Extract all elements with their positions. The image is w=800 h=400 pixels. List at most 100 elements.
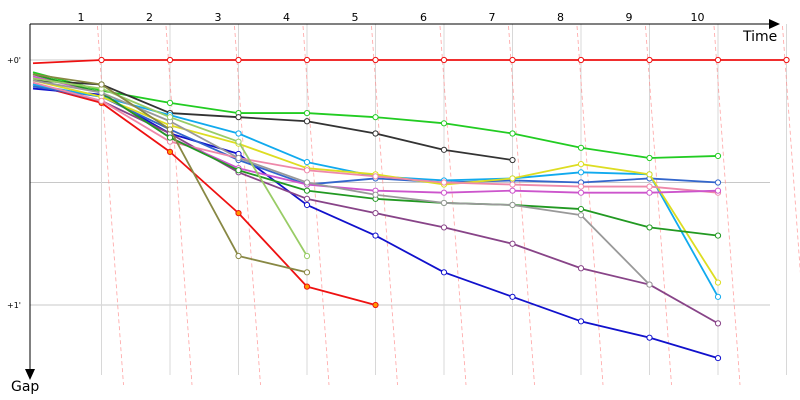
data-point xyxy=(577,144,585,151)
lap-label: 3 xyxy=(215,11,222,24)
data-point xyxy=(509,240,516,247)
lap-line xyxy=(371,25,398,386)
data-point xyxy=(440,269,448,276)
data-point xyxy=(98,81,105,88)
data-point xyxy=(577,212,585,219)
series xyxy=(32,77,311,260)
data-point xyxy=(166,148,174,155)
series xyxy=(32,79,653,288)
series-line xyxy=(32,79,513,161)
x-axis-title: Time xyxy=(742,29,777,45)
lap-pit-lines xyxy=(97,25,800,386)
data-point xyxy=(714,56,722,64)
data-point xyxy=(646,154,653,162)
lap-label: 10 xyxy=(691,11,705,24)
data-point xyxy=(714,293,722,300)
data-point xyxy=(509,56,516,64)
data-point xyxy=(372,114,379,121)
series-group xyxy=(32,56,790,362)
data-point xyxy=(235,130,242,137)
data-point xyxy=(440,224,448,231)
data-point xyxy=(98,97,105,104)
lap-line xyxy=(782,25,800,274)
data-point xyxy=(303,158,311,166)
data-point xyxy=(509,130,516,137)
data-point xyxy=(235,138,242,145)
data-point xyxy=(577,265,585,272)
lap-label: 6 xyxy=(420,11,427,24)
data-point xyxy=(440,120,448,127)
data-point xyxy=(509,293,516,300)
data-point xyxy=(714,179,722,186)
data-point xyxy=(646,183,653,190)
data-point xyxy=(714,320,722,327)
data-point xyxy=(303,269,311,276)
axes: Time Gap xyxy=(11,19,780,395)
data-point xyxy=(98,56,105,64)
data-point xyxy=(166,99,174,106)
y-axis-arrow-icon xyxy=(25,369,35,380)
data-point xyxy=(646,56,653,64)
lap-label: 9 xyxy=(626,11,633,24)
data-point xyxy=(440,189,448,196)
data-point xyxy=(577,161,585,168)
data-point xyxy=(235,154,242,162)
data-point xyxy=(303,118,311,125)
data-point xyxy=(714,232,722,239)
data-point xyxy=(303,109,311,117)
data-point xyxy=(372,173,379,180)
data-point xyxy=(372,130,379,137)
data-point xyxy=(372,301,379,309)
data-point xyxy=(372,210,379,217)
data-point xyxy=(303,179,311,186)
data-point xyxy=(235,56,242,64)
data-point xyxy=(440,179,448,186)
data-point xyxy=(577,318,585,325)
series xyxy=(32,73,311,276)
data-point xyxy=(646,334,653,341)
data-point xyxy=(509,175,516,182)
data-point xyxy=(714,187,722,194)
data-point xyxy=(303,187,311,194)
data-point xyxy=(509,181,516,188)
lap-labels: 1 2 3 4 5 6 7 8 9 10 xyxy=(78,11,705,24)
series xyxy=(32,56,790,65)
data-point xyxy=(577,189,585,196)
data-point xyxy=(166,134,174,141)
data-point xyxy=(646,189,653,196)
data-point xyxy=(303,252,311,260)
data-point xyxy=(303,283,311,290)
y-tick-label: +1' xyxy=(7,301,21,310)
lap-label: 4 xyxy=(283,11,290,24)
data-point xyxy=(714,354,722,362)
x-axis-arrow-icon xyxy=(769,19,780,29)
series-line xyxy=(32,59,787,65)
lap-label: 7 xyxy=(489,11,496,24)
data-point xyxy=(577,183,585,190)
data-point xyxy=(577,205,585,213)
data-point xyxy=(509,201,516,209)
data-point xyxy=(166,56,174,64)
lap-line xyxy=(302,25,330,386)
data-point xyxy=(714,279,722,286)
data-point xyxy=(646,224,653,231)
data-point xyxy=(235,210,242,217)
data-point xyxy=(303,201,311,209)
data-point xyxy=(577,169,585,176)
series-line xyxy=(32,83,376,306)
lap-line xyxy=(713,25,741,386)
lap-label: 1 xyxy=(78,11,85,24)
data-point xyxy=(440,56,448,64)
y-tick-label: +0' xyxy=(7,56,21,65)
data-point xyxy=(235,114,242,121)
data-point xyxy=(372,232,379,239)
data-point xyxy=(509,156,516,164)
data-point xyxy=(303,195,311,202)
series xyxy=(32,87,722,362)
data-point xyxy=(440,199,448,207)
lap-line xyxy=(234,25,261,386)
data-point xyxy=(372,56,379,64)
data-point xyxy=(577,56,585,64)
data-point xyxy=(166,114,174,121)
data-point xyxy=(372,191,379,198)
